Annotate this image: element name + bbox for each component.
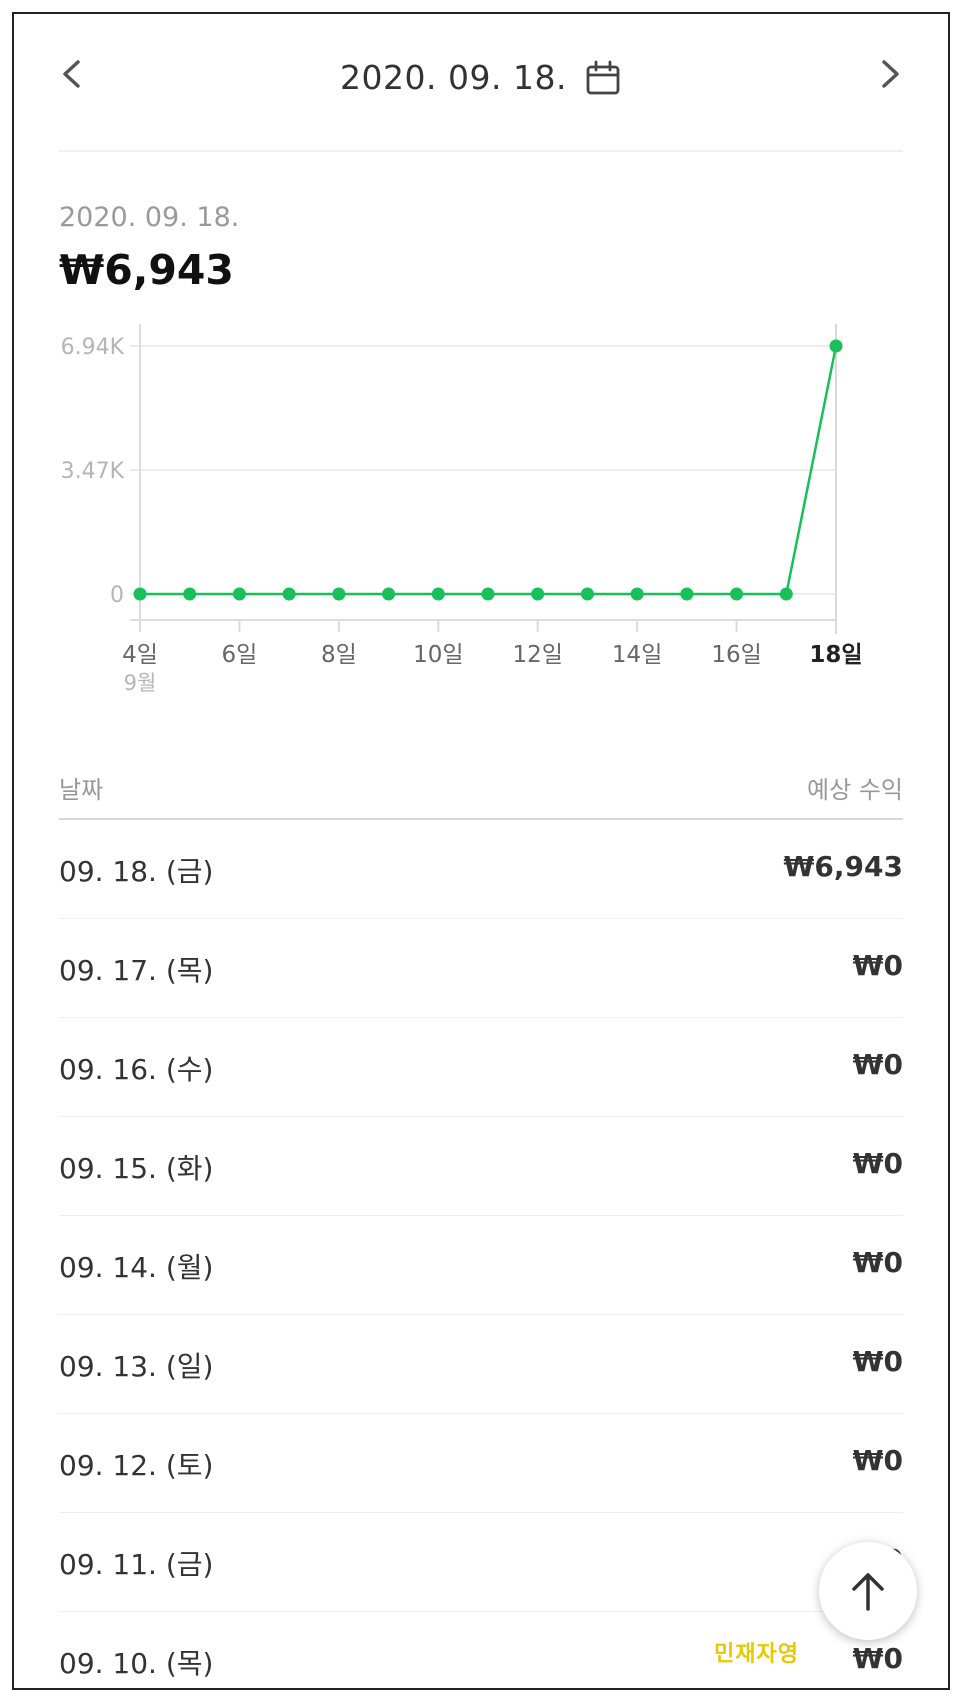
y-tick-label: 3.47K bbox=[61, 459, 125, 484]
table-row: 09. 13. (일) ₩0 bbox=[59, 1315, 903, 1414]
row-date: 09. 14. (월) bbox=[59, 1251, 214, 1284]
summary-date: 2020. 09. 18. bbox=[59, 202, 240, 233]
table-row: 09. 16. (수) ₩0 bbox=[59, 1018, 903, 1117]
table-header-divider bbox=[59, 818, 903, 820]
data-point bbox=[282, 587, 296, 601]
table-row: 09. 18. (금) ₩6,943 bbox=[59, 820, 903, 919]
table-row: 09. 14. (월) ₩0 bbox=[59, 1216, 903, 1315]
data-point bbox=[680, 587, 694, 601]
row-amount: ₩0 bbox=[852, 1147, 903, 1180]
row-amount: ₩0 bbox=[852, 1246, 903, 1279]
chevron-left-icon bbox=[63, 60, 80, 88]
data-point bbox=[580, 587, 594, 601]
chevron-right-icon bbox=[882, 60, 899, 88]
x-tick-label: 16일 bbox=[711, 642, 761, 668]
row-date: 09. 18. (금) bbox=[59, 855, 214, 888]
table-header: 날짜 예상 수익 bbox=[59, 770, 903, 810]
summary-amount: ₩6,943 bbox=[59, 246, 234, 294]
x-tick-label: 12일 bbox=[512, 642, 562, 668]
row-date: 09. 16. (수) bbox=[59, 1053, 214, 1086]
data-point bbox=[431, 587, 445, 601]
x-tick-label: 8일 bbox=[321, 642, 357, 668]
row-date: 09. 15. (화) bbox=[59, 1152, 214, 1185]
data-point bbox=[183, 587, 197, 601]
x-tick-label: 10일 bbox=[413, 642, 463, 668]
row-amount: ₩0 bbox=[852, 949, 903, 982]
scroll-top-button[interactable] bbox=[819, 1542, 917, 1640]
data-point bbox=[232, 587, 246, 601]
x-tick-label: 6일 bbox=[222, 642, 258, 668]
data-point bbox=[779, 587, 793, 601]
data-point bbox=[481, 587, 495, 601]
prev-day-button[interactable] bbox=[52, 54, 92, 94]
calendar-icon bbox=[586, 60, 620, 94]
row-amount: ₩0 bbox=[852, 1642, 903, 1675]
table-row: 09. 12. (토) ₩0 bbox=[59, 1414, 903, 1513]
row-date: 09. 12. (토) bbox=[59, 1449, 214, 1482]
y-tick-label: 0 bbox=[110, 583, 124, 608]
row-amount: ₩6,943 bbox=[783, 850, 903, 883]
arrow-up-icon bbox=[852, 1573, 884, 1611]
data-point bbox=[332, 587, 346, 601]
x-tick-label: 18일 bbox=[809, 642, 862, 668]
row-amount: ₩0 bbox=[852, 1345, 903, 1378]
row-amount: ₩0 bbox=[852, 1048, 903, 1081]
earnings-chart-svg: 6.94K 3.47K 0 4일 6일 8일 10일 12일 14일 16일 18일 9월 bbox=[61, 324, 863, 695]
earnings-table: 09. 18. (금) ₩6,943 09. 17. (목) ₩0 09. 16. (수… bbox=[59, 820, 903, 1688]
x-tick-label: 14일 bbox=[612, 642, 662, 668]
next-day-button[interactable] bbox=[870, 54, 910, 94]
table-row: 09. 10. (목) ₩0 bbox=[59, 1612, 903, 1688]
row-date: 09. 13. (일) bbox=[59, 1350, 214, 1383]
col-date-header: 날짜 bbox=[59, 776, 104, 804]
data-point bbox=[382, 587, 396, 601]
data-point bbox=[829, 339, 843, 353]
row-date: 09. 10. (목) bbox=[59, 1647, 214, 1680]
header-date-text: 2020. 09. 18. bbox=[340, 58, 567, 97]
table-row: 09. 15. (화) ₩0 bbox=[59, 1117, 903, 1216]
col-amount-header: 예상 수익 bbox=[807, 776, 903, 804]
x-tick-label: 4일 bbox=[122, 642, 158, 668]
date-picker[interactable]: 2020. 09. 18. bbox=[14, 56, 948, 97]
row-date: 09. 17. (목) bbox=[59, 954, 214, 987]
data-point bbox=[630, 587, 644, 601]
earnings-chart[interactable]: 6.94K 3.47K 0 4일 6일 8일 10일 12일 14일 16일 18일 9월 bbox=[14, 324, 948, 744]
watermark: 민재자영 bbox=[714, 1642, 799, 1667]
date-navigator: 2020. 09. 18. bbox=[14, 14, 948, 154]
row-date: 09. 11. (금) bbox=[59, 1548, 214, 1581]
header-divider bbox=[59, 150, 903, 152]
row-amount: ₩0 bbox=[852, 1444, 903, 1477]
y-tick-label: 6.94K bbox=[61, 335, 125, 360]
table-row: 09. 17. (목) ₩0 bbox=[59, 919, 903, 1018]
data-point bbox=[730, 587, 744, 601]
table-row: 09. 11. (금)₩0 bbox=[59, 1513, 903, 1612]
x-month-label: 9월 bbox=[124, 671, 157, 695]
data-point bbox=[531, 587, 545, 601]
app-frame: 2020. 09. 18. 2020. 09. 18. ₩6,943 6.94K… bbox=[12, 12, 950, 1690]
data-point bbox=[133, 587, 147, 601]
